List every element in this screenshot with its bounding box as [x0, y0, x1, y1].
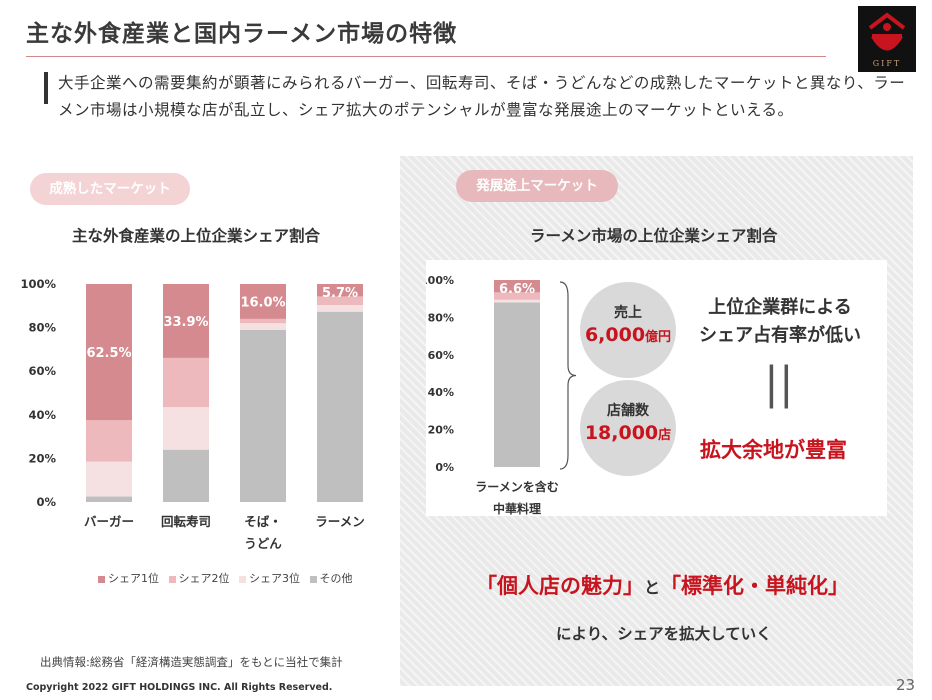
data-label: 6.6%: [499, 282, 535, 297]
quote-right: 「標準化・単純化」: [660, 574, 850, 598]
logo-text: GIFT: [872, 59, 902, 68]
message-line: シェア占有率が低い: [699, 325, 861, 346]
lead-accent-bar: [44, 72, 48, 104]
stores-value: 18,000店: [580, 422, 676, 444]
bar-segment: [86, 496, 132, 502]
sales-label: 売上: [614, 305, 642, 321]
stores-circle: 店舗数 18,000店: [580, 380, 676, 476]
legend-item-share2: シェア2位: [163, 572, 230, 585]
legend-label: その他: [319, 572, 353, 585]
mature-market-pill: 成熟したマーケット: [30, 173, 190, 205]
source-note: 出典情報:総務省「経済構造実態調査」をもとに当社で集計: [40, 655, 343, 669]
equals-sign: ||: [764, 358, 794, 409]
low-share-message: 上位企業群による シェア占有率が低い: [690, 294, 870, 350]
y-tick-label: 20%: [428, 424, 454, 437]
bar-segment: [163, 449, 209, 502]
quote-left: 「個人店の魅力」: [476, 574, 644, 598]
bar-segment: [494, 299, 540, 303]
data-label: 62.5%: [86, 346, 131, 361]
sales-value: 6,000億円: [580, 324, 676, 346]
bar-segment: [317, 284, 363, 297]
data-label: 5.7%: [322, 286, 358, 301]
chart-legend: シェア1位 シェア2位 シェア3位 その他: [92, 570, 353, 586]
bar-segment: [494, 292, 540, 300]
legend-item-share1: シェア1位: [92, 572, 159, 585]
y-tick-label: 0%: [36, 495, 56, 509]
page-title: 主な外食産業と国内ラーメン市場の特徴: [26, 21, 458, 47]
legend-swatch: [239, 575, 246, 583]
bar-segment: [317, 311, 363, 502]
bar-segment: [240, 318, 286, 324]
lead-text: 大手企業への需要集約が顕著にみられるバーガー、回転寿司、そば・うどんなどの成熟し…: [58, 74, 906, 119]
y-tick-label: 80%: [428, 311, 454, 324]
legend-label: シェア1位: [108, 572, 159, 585]
copyright: Copyright 2022 GIFT HOLDINGS INC. All Ri…: [26, 682, 333, 693]
y-tick-label: 60%: [28, 364, 56, 378]
stores-label: 店舗数: [607, 403, 649, 419]
bar-segment: [86, 461, 132, 497]
y-tick-label: 40%: [28, 408, 56, 422]
category-label: 回転寿司: [161, 514, 211, 529]
right-chart-title: ラーメン市場の上位企業シェア割合: [530, 227, 778, 245]
bar-segment: [494, 302, 540, 467]
bar-segment: [240, 284, 286, 319]
y-tick-label: 100%: [20, 277, 56, 291]
industry-share-chart: 0% 20% 40% 60% 80% 100% 62.5% バーガー 33.9% 回転寿司 16.0…: [20, 277, 365, 551]
bar-segment: [86, 284, 132, 421]
category-label: うどん: [244, 536, 282, 551]
message-line: 上位企業群による: [708, 297, 852, 318]
quote-and: と: [644, 578, 661, 597]
legend-item-share3: シェア3位: [233, 572, 300, 585]
category-label: バーガー: [84, 514, 134, 529]
bar-segment: [240, 323, 286, 330]
stores-unit: 店: [658, 428, 672, 443]
strategy-subtext: により、シェアを拡大していく: [556, 625, 772, 643]
category-label: そば・: [244, 514, 282, 529]
y-tick-label: 20%: [28, 451, 56, 465]
bar-segment: [163, 357, 209, 408]
category-label: ラーメン: [315, 514, 365, 529]
category-label: ラーメンを含む: [475, 479, 559, 494]
title-divider: [26, 56, 826, 57]
data-label: 16.0%: [240, 295, 285, 310]
company-logo: GIFT: [858, 6, 916, 72]
legend-item-other: その他: [304, 572, 353, 585]
bar-segment: [86, 420, 132, 462]
y-tick-label: 40%: [428, 386, 454, 399]
legend-label: シェア3位: [249, 572, 300, 585]
data-label: 33.9%: [163, 315, 208, 330]
developing-market-pill: 発展途上マーケット: [456, 170, 618, 202]
bar-segment: [317, 296, 363, 306]
bar-segment: [240, 329, 286, 502]
sales-circle: 売上 6,000億円: [580, 282, 676, 378]
y-tick-label: 60%: [428, 349, 454, 362]
strategy-quote: 「個人店の魅力」と「標準化・単純化」: [476, 570, 849, 600]
expansion-room-text: 拡大余地が豊富: [700, 438, 847, 462]
y-tick-label: 80%: [28, 321, 56, 335]
page-number: 23: [896, 676, 916, 694]
legend-swatch: [98, 575, 105, 583]
bar-segment: [317, 305, 363, 312]
category-label: 中華料理: [493, 501, 541, 516]
ramen-bowl-icon: [868, 12, 906, 51]
y-tick-label: 0%: [435, 461, 454, 474]
bar-segment: [494, 280, 540, 293]
left-chart-title: 主な外食産業の上位企業シェア割合: [72, 227, 321, 245]
legend-swatch: [309, 575, 317, 583]
legend-label: シェア2位: [178, 572, 230, 585]
y-tick-label: 100%: [426, 274, 454, 287]
bar-segment: [163, 407, 209, 450]
sales-unit: 億円: [645, 330, 672, 345]
brace-connector: [559, 281, 577, 470]
sales-number: 6,000: [584, 324, 646, 346]
legend-swatch: [168, 575, 176, 583]
stores-number: 18,000: [584, 422, 659, 444]
bar-segment: [163, 284, 209, 358]
